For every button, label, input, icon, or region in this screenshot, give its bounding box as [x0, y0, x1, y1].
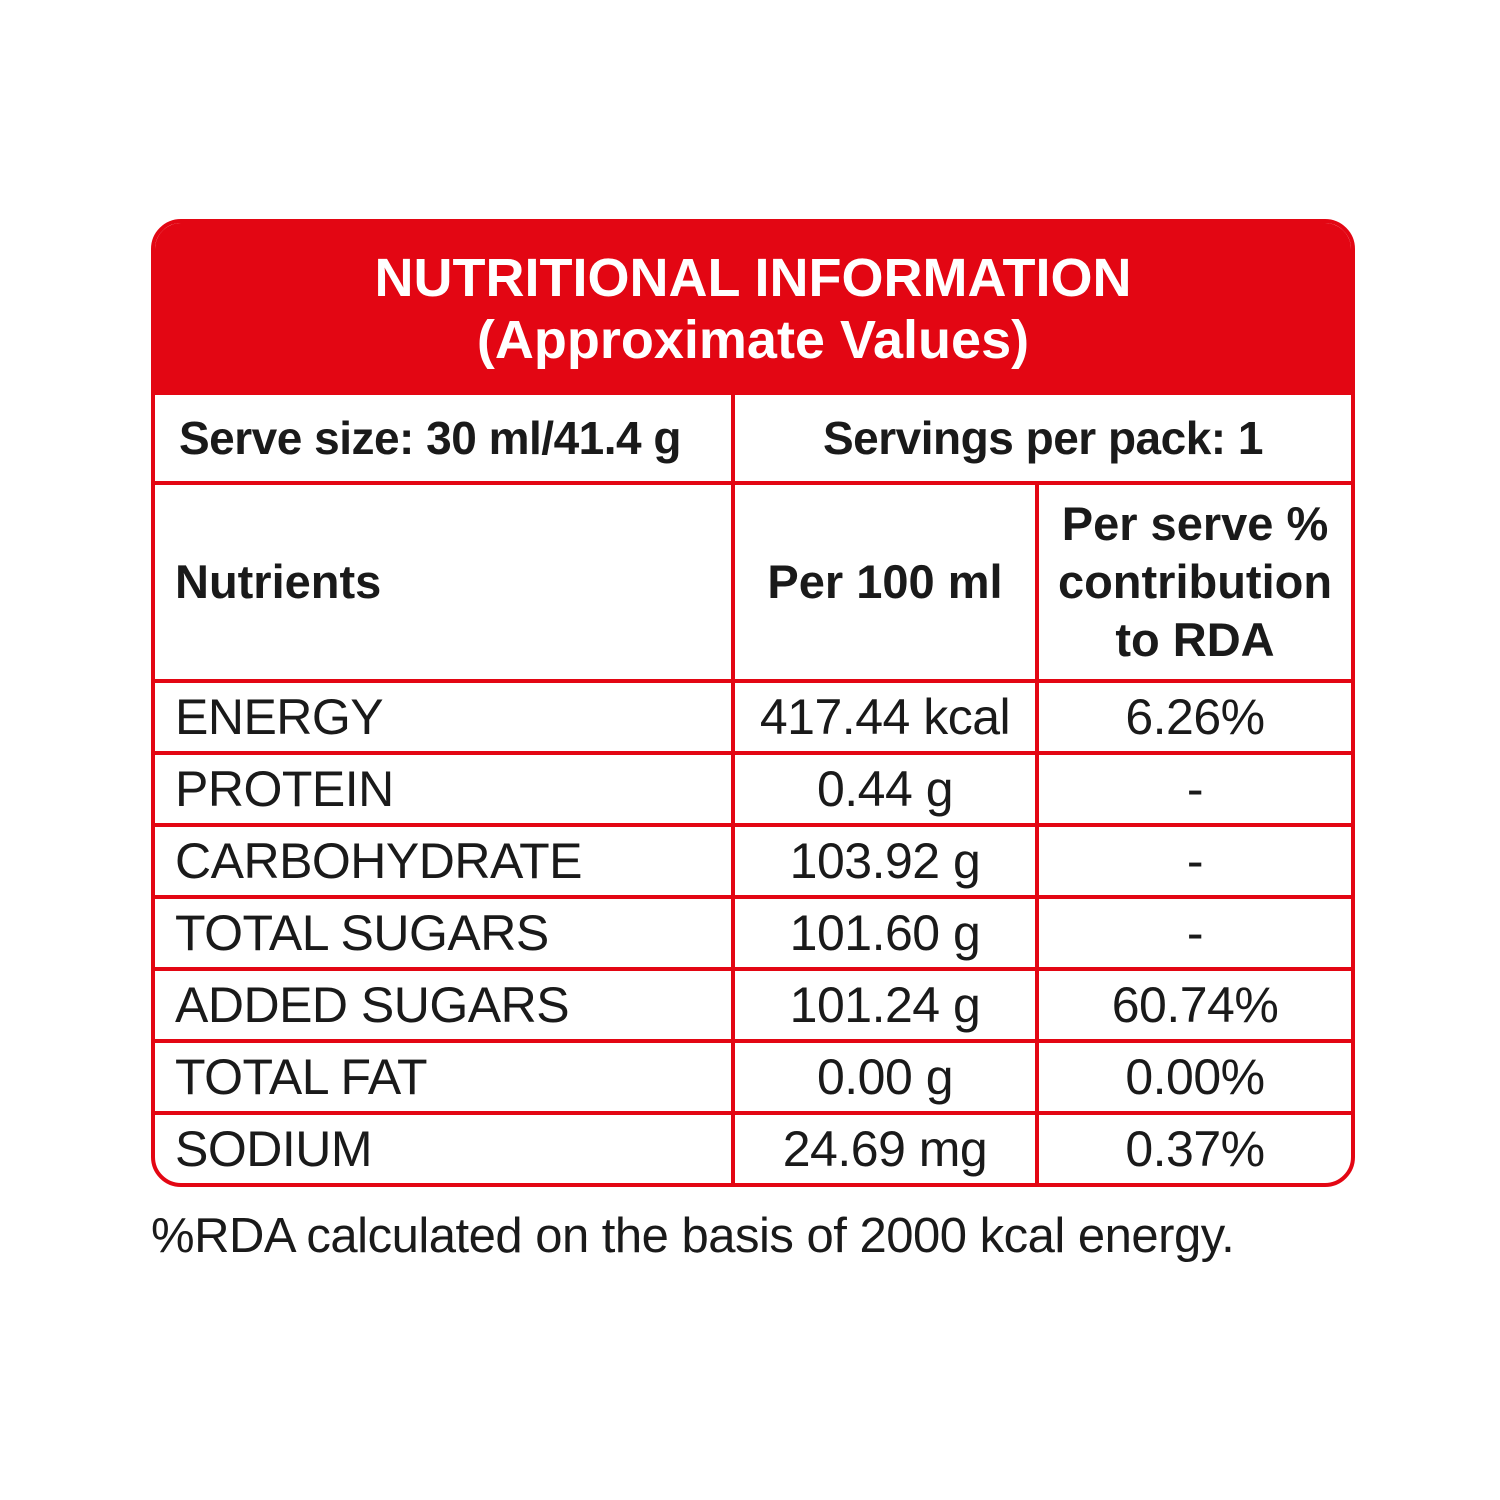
nutrient-name: ADDED SUGARS [175, 977, 570, 1033]
rda-header-line: to RDA [1115, 613, 1275, 666]
table-row: PROTEIN 0.44 g - [155, 751, 1351, 823]
nutrient-name: CARBOHYDRATE [175, 833, 583, 889]
serve-info-row: Serve size: 30 ml/41.4 g Servings per pa… [155, 391, 1351, 481]
nutrient-rda: - [1186, 761, 1204, 817]
table-row: SODIUM 24.69 mg 0.37% [155, 1111, 1351, 1183]
column-header-row: Nutrients Per 100 ml Per serve % contrib… [155, 481, 1351, 679]
table-row: TOTAL SUGARS 101.60 g - [155, 895, 1351, 967]
servings-per-pack: Servings per pack: 1 [823, 412, 1263, 464]
nutrient-rda: 60.74% [1111, 977, 1279, 1033]
column-divider [731, 1043, 735, 1111]
nutrition-panel: NUTRITIONAL INFORMATION (Approximate Val… [151, 219, 1355, 1187]
column-header-per100: Per 100 ml [767, 555, 1003, 608]
panel-title: NUTRITIONAL INFORMATION [374, 248, 1132, 308]
column-divider [1035, 827, 1039, 895]
nutrient-per100: 417.44 kcal [759, 689, 1011, 745]
nutrient-rda: - [1186, 905, 1204, 961]
column-divider [731, 683, 735, 751]
panel-header: NUTRITIONAL INFORMATION (Approximate Val… [155, 223, 1351, 391]
table-row: CARBOHYDRATE 103.92 g - [155, 823, 1351, 895]
column-divider [731, 899, 735, 967]
rda-header-line: Per serve % [1061, 497, 1329, 550]
nutrient-name: ENERGY [175, 689, 384, 745]
table-row: ENERGY 417.44 kcal 6.26% [155, 679, 1351, 751]
column-divider [1035, 971, 1039, 1039]
column-divider [1035, 485, 1039, 679]
nutrient-rda: 0.37% [1125, 1121, 1265, 1177]
nutrient-per100: 101.60 g [789, 905, 981, 961]
column-divider [731, 827, 735, 895]
nutrient-name: TOTAL FAT [175, 1049, 428, 1105]
nutrient-per100: 0.00 g [816, 1049, 954, 1105]
column-divider [731, 395, 735, 481]
column-header-nutrients: Nutrients [175, 555, 382, 608]
rda-header-line: contribution [1057, 555, 1333, 608]
nutrient-per100: 103.92 g [789, 833, 981, 889]
column-divider [1035, 683, 1039, 751]
table-row: ADDED SUGARS 101.24 g 60.74% [155, 967, 1351, 1039]
column-divider [731, 755, 735, 823]
column-divider [731, 971, 735, 1039]
column-divider [1035, 1043, 1039, 1111]
nutrient-name: TOTAL SUGARS [175, 905, 549, 961]
panel-subtitle: (Approximate Values) [476, 310, 1030, 370]
nutrient-rda: - [1186, 833, 1204, 889]
column-divider [1035, 755, 1039, 823]
nutrient-name: SODIUM [175, 1121, 373, 1177]
column-header-rda: Per serve % contribution to RDA [1039, 485, 1351, 679]
column-divider [731, 1115, 735, 1183]
table-row: TOTAL FAT 0.00 g 0.00% [155, 1039, 1351, 1111]
serve-size: Serve size: 30 ml/41.4 g [179, 412, 681, 464]
nutrient-name: PROTEIN [175, 761, 394, 817]
column-divider [731, 485, 735, 679]
rda-footnote: %RDA calculated on the basis of 2000 kca… [151, 1209, 1235, 1263]
nutrient-per100: 0.44 g [816, 761, 954, 817]
column-divider [1035, 899, 1039, 967]
column-divider [1035, 1115, 1039, 1183]
nutrient-rda: 6.26% [1125, 689, 1265, 745]
nutrient-per100: 24.69 mg [782, 1121, 988, 1177]
nutrient-per100: 101.24 g [789, 977, 981, 1033]
nutrient-rda: 0.00% [1125, 1049, 1265, 1105]
